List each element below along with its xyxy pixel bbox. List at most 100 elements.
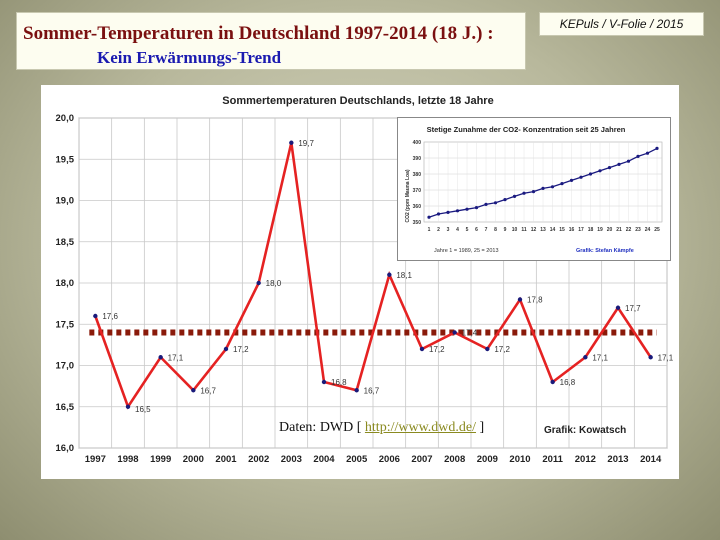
co2-point — [474, 206, 479, 210]
data-label: 17,2 — [233, 345, 249, 354]
co2-point — [455, 209, 460, 213]
co2-point — [465, 207, 469, 211]
inset-x-tick-label: 3 — [447, 227, 450, 233]
data-point — [485, 346, 490, 352]
inset-x-tick-label: 22 — [626, 227, 632, 233]
inset-x-tick-label: 8 — [494, 227, 497, 233]
data-point — [387, 272, 392, 277]
data-point — [583, 355, 588, 360]
y-tick-label: 18,5 — [56, 237, 75, 248]
data-point — [191, 388, 196, 393]
chart-title: Sommertemperaturen Deutschlands, letzte … — [222, 95, 493, 107]
data-label: 16,7 — [200, 386, 216, 395]
data-point — [125, 404, 131, 409]
data-point — [550, 379, 555, 385]
data-point — [158, 355, 163, 360]
inset-y-tick-label: 370 — [413, 188, 422, 194]
x-tick-label: 2008 — [444, 454, 465, 465]
data-label: 16,8 — [560, 378, 576, 387]
co2-point — [655, 146, 659, 150]
inset-y-tick-label: 380 — [413, 172, 422, 178]
inset-x-tick-label: 4 — [456, 227, 459, 233]
temperature-line — [94, 142, 652, 410]
slide-tag: KEPuls / V-Folie / 2015 — [539, 12, 704, 36]
data-point — [93, 313, 98, 319]
x-tick-label: 2013 — [607, 454, 628, 465]
co2-inset-chart: Stetige Zunahme der CO2- Konzentration s… — [397, 117, 671, 261]
y-tick-label: 19,5 — [56, 154, 75, 165]
co2-point — [484, 202, 488, 206]
inset-title: Stetige Zunahme der CO2- Konzentration s… — [427, 125, 626, 134]
inset-x-tick-label: 23 — [635, 227, 641, 233]
data-label: 16,5 — [135, 405, 151, 414]
co2-point — [598, 169, 602, 173]
data-label: 18,0 — [266, 279, 282, 288]
data-label: 18,1 — [396, 271, 412, 280]
data-label: 19,7 — [298, 139, 314, 148]
x-tick-label: 1997 — [85, 454, 106, 465]
inset-x-tick-label: 19 — [597, 227, 603, 233]
inset-x-tick-label: 15 — [559, 227, 565, 233]
data-source: Daten: DWD [ http://www.dwd.de/ ] — [279, 420, 484, 436]
slide-subtitle: Kein Erwärmungs-Trend — [97, 48, 282, 67]
data-point — [354, 388, 359, 393]
co2-point — [531, 190, 536, 194]
x-tick-label: 2014 — [640, 454, 662, 465]
temperature-chart: Sommertemperaturen Deutschlands, letzte … — [41, 85, 679, 479]
co2-point — [569, 178, 574, 182]
inset-x-tick-label: 21 — [616, 227, 622, 233]
inset-x-tick-label: 7 — [485, 227, 488, 233]
x-tick-label: 2005 — [346, 454, 368, 465]
inset-x-tick-label: 25 — [654, 227, 660, 233]
inset-x-tick-label: 24 — [645, 227, 651, 233]
inset-x-tick-label: 13 — [540, 227, 546, 233]
data-label: 17,1 — [168, 353, 184, 362]
x-tick-label: 1998 — [117, 454, 138, 465]
data-label: 17,1 — [658, 353, 674, 362]
inset-x-tick-label: 9 — [504, 227, 507, 233]
inset-footnote: Jahre 1 = 1989, 25 = 2013 — [434, 248, 499, 254]
inset-x-tick-label: 11 — [521, 227, 527, 233]
co2-point — [427, 215, 431, 219]
co2-point — [617, 162, 621, 166]
x-tick-label: 2001 — [215, 454, 237, 465]
co2-point — [541, 186, 545, 190]
data-label: 16,7 — [364, 386, 380, 395]
inset-x-tick-label: 16 — [569, 227, 575, 233]
data-point — [419, 346, 425, 352]
y-tick-label: 16,0 — [56, 443, 75, 454]
source-link[interactable]: http://www.dwd.de/ — [364, 420, 477, 435]
data-point — [517, 297, 523, 302]
y-tick-label: 20,0 — [56, 113, 75, 124]
co2-point — [493, 201, 498, 205]
co2-point — [503, 198, 507, 202]
data-point — [615, 305, 621, 310]
data-label: 17,2 — [429, 345, 445, 354]
x-tick-label: 2010 — [509, 454, 530, 465]
y-tick-label: 16,5 — [56, 402, 75, 413]
inset-y-tick-label: 360 — [413, 204, 422, 210]
x-tick-label: 2007 — [411, 454, 432, 465]
co2-point — [579, 175, 583, 179]
inset-x-tick-label: 12 — [531, 227, 537, 233]
x-tick-label: 2012 — [575, 454, 596, 465]
co2-point — [522, 191, 526, 195]
inset-x-tick-label: 1 — [428, 227, 431, 233]
co2-point — [560, 182, 564, 186]
y-tick-label: 19,0 — [56, 196, 75, 207]
data-label: 17,4 — [462, 329, 478, 338]
data-label: 17,8 — [527, 296, 543, 305]
data-point — [289, 140, 294, 145]
co2-point — [607, 166, 612, 170]
co2-point — [446, 210, 450, 214]
inset-x-tick-label: 17 — [578, 227, 584, 233]
co2-inset-svg: Stetige Zunahme der CO2- Konzentration s… — [405, 125, 663, 254]
co2-point — [550, 185, 555, 189]
co2-point — [636, 154, 640, 158]
y-tick-label: 18,0 — [56, 278, 75, 289]
inset-y-tick-label: 400 — [413, 140, 422, 146]
inset-y-tick-label: 350 — [413, 220, 422, 226]
data-point — [648, 355, 653, 360]
inset-credit: Grafik: Stefan Kämpfe — [576, 248, 634, 254]
x-tick-label: 2000 — [183, 454, 204, 465]
